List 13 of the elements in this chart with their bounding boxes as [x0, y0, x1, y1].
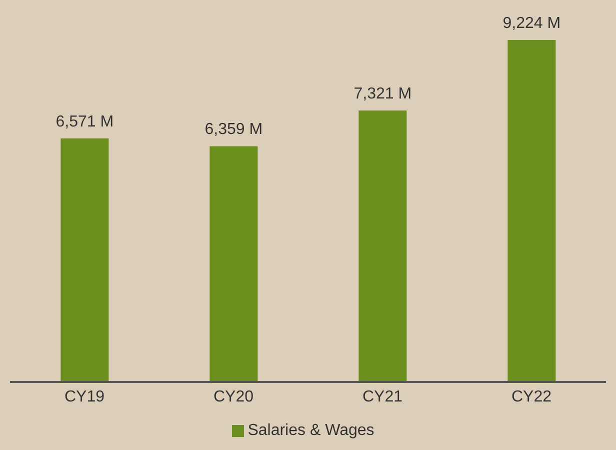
bar: [358, 110, 407, 382]
data-label: 6,359 M: [204, 121, 263, 138]
bar: [60, 138, 109, 382]
bar: [508, 40, 556, 382]
bar: [210, 146, 258, 382]
legend-label: Salaries & Wages: [248, 422, 374, 439]
data-label: 6,571 M: [56, 113, 114, 130]
x-tick-label: CY20: [213, 388, 254, 406]
data-label: 7,321 M: [354, 86, 412, 103]
x-tick-label: CY22: [511, 388, 552, 406]
data-label: 9,224 M: [502, 15, 561, 32]
x-tick-label: CY21: [362, 388, 403, 406]
x-tick-label: CY19: [64, 388, 105, 406]
